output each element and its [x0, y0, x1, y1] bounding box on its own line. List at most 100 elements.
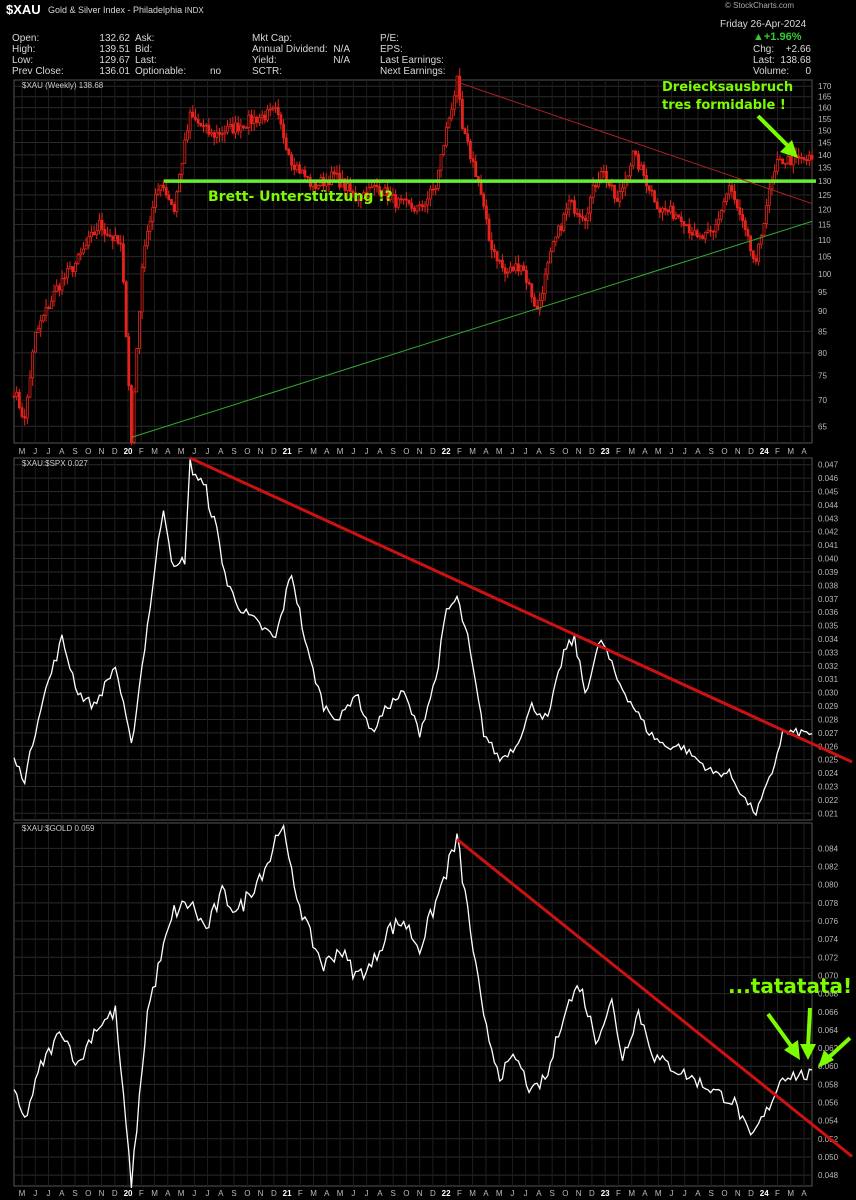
gridlines	[14, 80, 812, 443]
candle-body	[466, 133, 470, 142]
arrow-1	[766, 1012, 796, 1052]
quote-label: Next Earnings:	[380, 66, 446, 77]
candle-body	[122, 243, 125, 283]
candle-body	[239, 125, 243, 132]
chart-panels: 65 70 75 80 85 90 95 100 105 110 115 120 125 130 135 14…	[12, 68, 853, 1198]
candle-body	[674, 214, 678, 219]
quote-label: Mkt Cap:	[252, 33, 292, 44]
x-month-label: A	[218, 1189, 224, 1198]
y-tick-label: 135	[818, 164, 832, 173]
candle-body	[279, 114, 283, 125]
candle-body	[351, 190, 355, 194]
x-month-label: S	[72, 1189, 77, 1198]
candle-body	[423, 204, 427, 208]
y-tick-label: 0.036	[818, 608, 839, 617]
candle-body	[402, 198, 406, 201]
quote-label: Volume:	[753, 66, 789, 77]
candle-body	[188, 111, 192, 132]
x-month-label: N	[735, 1189, 741, 1198]
y-tick-label: 0.041	[818, 541, 839, 550]
x-month-label: N	[258, 1189, 264, 1198]
x-month-label: O	[562, 447, 568, 456]
candle-body	[554, 236, 558, 243]
quote-date: Friday 26-Apr-2024	[720, 19, 807, 30]
x-month-label: N	[417, 1189, 423, 1198]
candle-body	[274, 106, 277, 109]
candle-body	[146, 230, 149, 247]
candle-body	[418, 204, 422, 207]
x-month-label: J	[351, 1189, 355, 1198]
x-month-label: J	[510, 447, 514, 456]
candle-body	[276, 106, 280, 116]
y-tick-label: 0.037	[818, 595, 839, 604]
x-month-label: M	[469, 1189, 476, 1198]
candle-body	[738, 207, 742, 215]
candle-body	[71, 266, 75, 272]
candle-body	[44, 306, 48, 316]
y-tick-label: 0.074	[818, 935, 839, 944]
candle-body	[653, 190, 656, 203]
y-tick-label: 0.068	[818, 990, 839, 999]
x-year-label: 21	[283, 447, 292, 456]
candle-body	[348, 183, 352, 192]
y-tick-label: 0.080	[818, 881, 839, 890]
panel-3: 0.048 0.050 0.052 0.054 0.056 0.058 0.060 0.062…	[13, 822, 853, 1198]
candle-body	[799, 156, 803, 159]
gridlines	[14, 823, 812, 1186]
x-month-label: A	[377, 1189, 383, 1198]
candle-body	[634, 150, 638, 155]
candle-body	[468, 141, 472, 160]
lower-trendline	[131, 220, 813, 438]
candle-body	[223, 131, 227, 135]
y-tick-label: 0.054	[818, 1117, 839, 1126]
candle-body	[132, 391, 136, 443]
x-month-label: O	[85, 1189, 91, 1198]
y-tick-label: 0.024	[818, 769, 839, 778]
candle-body	[455, 75, 459, 97]
y-tick-label: 0.029	[818, 702, 839, 711]
candle-body	[570, 200, 574, 202]
candle-body	[287, 148, 291, 156]
quote-value: N/A	[333, 55, 350, 66]
x-month-label: J	[206, 1189, 210, 1198]
quote-label: Last:	[753, 55, 775, 66]
candle-body	[284, 137, 288, 150]
x-month-label: A	[536, 1189, 542, 1198]
y-tick-label: 170	[818, 82, 832, 91]
x-month-label: M	[151, 1189, 158, 1198]
candle-body	[170, 199, 173, 205]
candle-body	[685, 224, 688, 226]
candle-body	[727, 185, 731, 195]
y-tick-label: 0.058	[818, 1080, 839, 1089]
y-tick-label: 100	[818, 270, 832, 279]
candle-body	[559, 225, 563, 231]
candle-body	[690, 232, 694, 236]
candle-body	[730, 185, 734, 192]
y-tick-label: 150	[818, 126, 832, 135]
candle-body	[618, 191, 622, 202]
candle-body	[167, 194, 171, 200]
x-month-label: S	[390, 447, 395, 456]
x-month-label: A	[695, 447, 701, 456]
candle-body	[236, 122, 240, 132]
candle-body	[482, 193, 486, 207]
x-year-label: 24	[760, 447, 769, 456]
candle-body	[386, 187, 390, 200]
x-month-label: J	[33, 1189, 37, 1198]
symbol-title: $XAU	[6, 2, 41, 17]
candle-body	[268, 108, 272, 111]
candle-body	[156, 189, 160, 195]
candle-body	[164, 187, 168, 196]
quote-label: Open:	[12, 33, 39, 44]
candle-body	[495, 251, 499, 262]
candle-body	[196, 119, 200, 124]
candle-body	[463, 128, 467, 135]
candle-body	[412, 207, 416, 212]
quote-value: +2.66	[786, 44, 812, 55]
candle-body	[255, 116, 259, 123]
candle-body	[557, 225, 560, 238]
candle-body	[140, 267, 144, 313]
x-month-label: D	[589, 1189, 595, 1198]
candle-body	[242, 125, 245, 129]
quote-label: P/E:	[380, 33, 399, 44]
